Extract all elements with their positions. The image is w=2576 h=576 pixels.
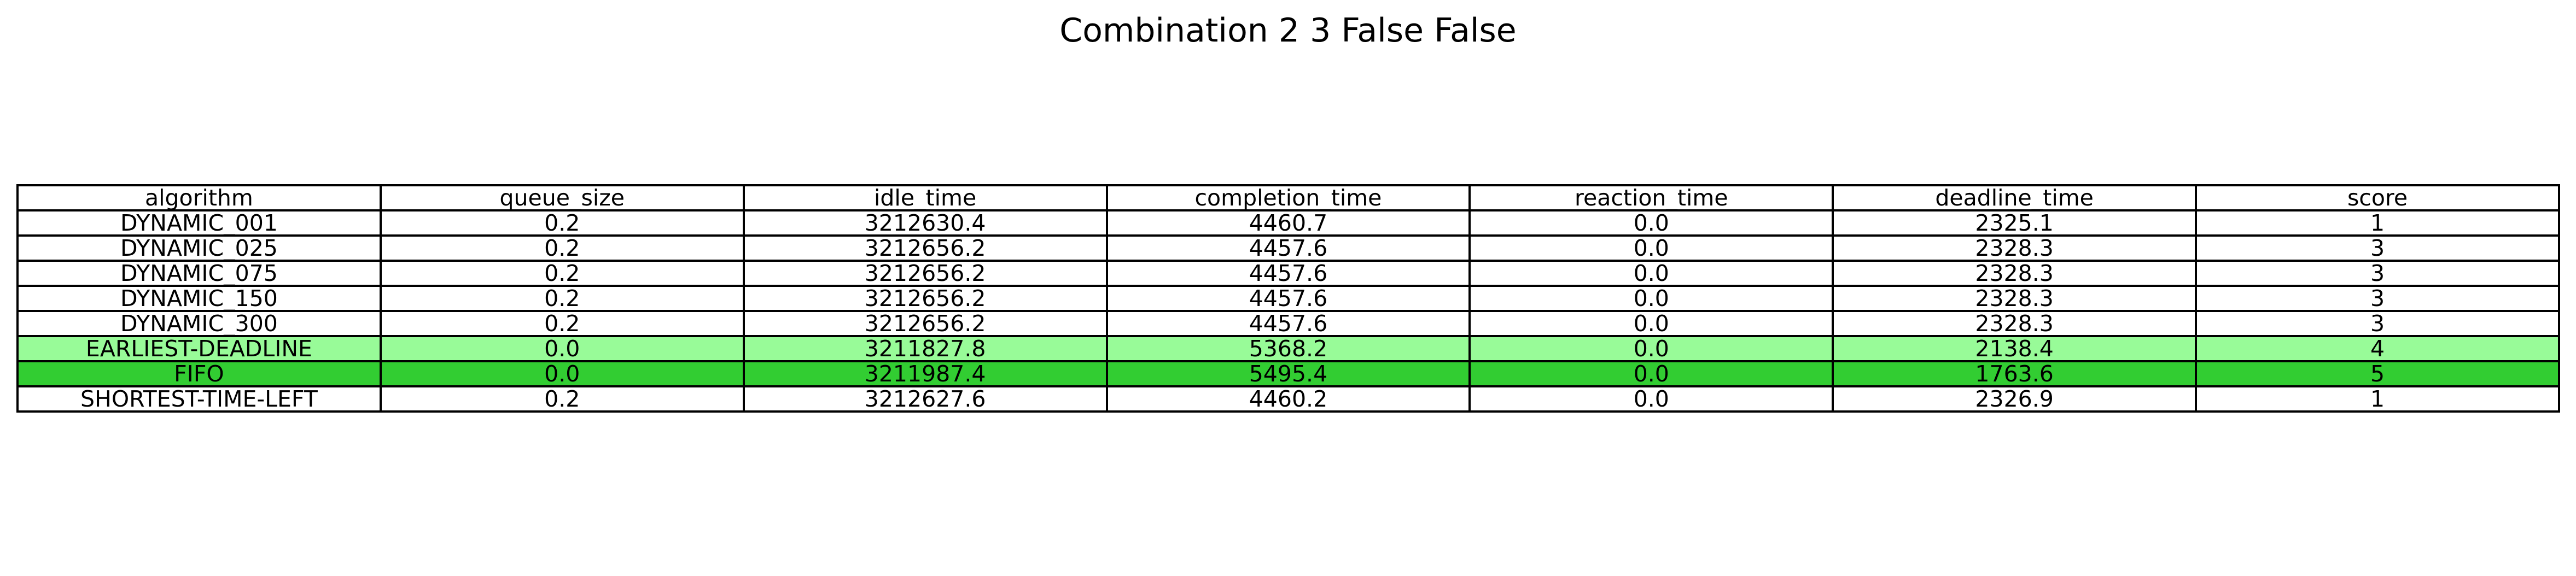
cell-completion-time: 4457.6	[1105, 234, 1471, 262]
cell-score: 3	[2195, 285, 2560, 312]
cell-deadline-time: 2326.9	[1832, 385, 2198, 413]
table-row: DYNAMIC_300 0.2 3212656.2 4457.6 0.0 2328.3 3	[16, 310, 2560, 337]
cell-completion-time: 4457.6	[1105, 260, 1471, 287]
cell-score: 1	[2195, 385, 2560, 413]
cell-queue-size: 0.2	[379, 310, 745, 337]
cell-queue-size: 0.2	[379, 285, 745, 312]
cell-queue-size: 0.0	[379, 360, 745, 387]
cell-deadline-time: 1763.6	[1832, 360, 2198, 387]
cell-algorithm: DYNAMIC_150	[16, 285, 382, 312]
column-header-algorithm: algorithm	[16, 184, 382, 211]
cell-algorithm: SHORTEST-TIME-LEFT	[16, 385, 382, 413]
cell-reaction-time: 0.0	[1468, 209, 1834, 237]
cell-score: 4	[2195, 335, 2560, 362]
table-row: DYNAMIC_025 0.2 3212656.2 4457.6 0.0 2328.3 3	[16, 234, 2560, 262]
cell-completion-time: 5368.2	[1105, 335, 1471, 362]
cell-algorithm: DYNAMIC_025	[16, 234, 382, 262]
cell-idle-time: 3212656.2	[742, 260, 1108, 287]
table-row: DYNAMIC_001 0.2 3212630.4 4460.7 0.0 2325.1 1	[16, 209, 2560, 237]
cell-idle-time: 3212630.4	[742, 209, 1108, 237]
cell-score: 3	[2195, 310, 2560, 337]
cell-score: 5	[2195, 360, 2560, 387]
table-row: SHORTEST-TIME-LEFT 0.2 3212627.6 4460.2 0.0 2…	[16, 385, 2560, 413]
cell-idle-time: 3211987.4	[742, 360, 1108, 387]
chart-title: Combination 2 3 False False	[1059, 11, 1517, 50]
cell-completion-time: 4460.2	[1105, 385, 1471, 413]
cell-reaction-time: 0.0	[1468, 285, 1834, 312]
cell-queue-size: 0.2	[379, 234, 745, 262]
cell-algorithm: DYNAMIC_075	[16, 260, 382, 287]
table-row: DYNAMIC_075 0.2 3212656.2 4457.6 0.0 2328.3 3	[16, 260, 2560, 287]
cell-completion-time: 5495.4	[1105, 360, 1471, 387]
cell-idle-time: 3211827.8	[742, 335, 1108, 362]
cell-queue-size: 0.2	[379, 385, 745, 413]
table-body: DYNAMIC_001 0.2 3212630.4 4460.7 0.0 2325.1 1 D…	[16, 209, 2560, 413]
cell-idle-time: 3212627.6	[742, 385, 1108, 413]
cell-algorithm: DYNAMIC_001	[16, 209, 382, 237]
cell-reaction-time: 0.0	[1468, 260, 1834, 287]
table-row: FIFO 0.0 3211987.4 5495.4 0.0 1763.6 5	[16, 360, 2560, 387]
column-header-deadline-time: deadline_time	[1832, 184, 2198, 211]
cell-completion-time: 4457.6	[1105, 310, 1471, 337]
cell-deadline-time: 2328.3	[1832, 260, 2198, 287]
cell-score: 1	[2195, 209, 2560, 237]
cell-idle-time: 3212656.2	[742, 234, 1108, 262]
cell-completion-time: 4460.7	[1105, 209, 1471, 237]
cell-completion-time: 4457.6	[1105, 285, 1471, 312]
cell-algorithm: EARLIEST-DEADLINE	[16, 335, 382, 362]
table-row: DYNAMIC_150 0.2 3212656.2 4457.6 0.0 2328.3 3	[16, 285, 2560, 312]
cell-deadline-time: 2328.3	[1832, 234, 2198, 262]
cell-reaction-time: 0.0	[1468, 360, 1834, 387]
cell-score: 3	[2195, 260, 2560, 287]
cell-reaction-time: 0.0	[1468, 385, 1834, 413]
cell-algorithm: FIFO	[16, 360, 382, 387]
cell-idle-time: 3212656.2	[742, 285, 1108, 312]
cell-deadline-time: 2328.3	[1832, 285, 2198, 312]
cell-algorithm: DYNAMIC_300	[16, 310, 382, 337]
cell-queue-size: 0.2	[379, 260, 745, 287]
column-header-idle-time: idle_time	[742, 184, 1108, 211]
header-row: algorithm queue_size idle_time completio…	[16, 184, 2560, 211]
table-row: EARLIEST-DEADLINE 0.0 3211827.8 5368.2 0.0 21…	[16, 335, 2560, 362]
column-header-reaction-time: reaction_time	[1468, 184, 1834, 211]
cell-deadline-time: 2138.4	[1832, 335, 2198, 362]
cell-queue-size: 0.2	[379, 209, 745, 237]
column-header-score: score	[2195, 184, 2560, 211]
column-header-completion-time: completion_time	[1105, 184, 1471, 211]
cell-reaction-time: 0.0	[1468, 335, 1834, 362]
results-table: algorithm queue_size idle_time completio…	[16, 184, 2560, 413]
cell-deadline-time: 2325.1	[1832, 209, 2198, 237]
cell-idle-time: 3212656.2	[742, 310, 1108, 337]
cell-deadline-time: 2328.3	[1832, 310, 2198, 337]
column-header-queue-size: queue_size	[379, 184, 745, 211]
cell-queue-size: 0.0	[379, 335, 745, 362]
cell-reaction-time: 0.0	[1468, 310, 1834, 337]
cell-reaction-time: 0.0	[1468, 234, 1834, 262]
cell-score: 3	[2195, 234, 2560, 262]
